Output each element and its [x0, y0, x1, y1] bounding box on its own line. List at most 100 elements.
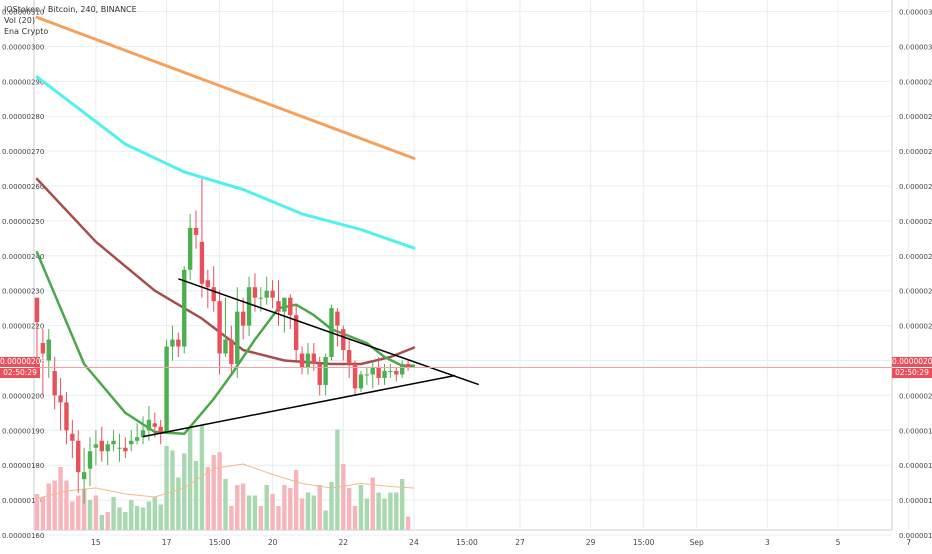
x-tick-label: 7	[906, 538, 911, 547]
candle-body	[46, 339, 51, 361]
candle-body	[164, 346, 169, 434]
y-tick-label-right: 0.00000220	[899, 323, 932, 331]
y-tick-label-right: 0.00000190	[899, 427, 932, 435]
y-tick-label-left: 0.00000250	[2, 218, 44, 226]
x-tick-label: 5	[836, 538, 841, 547]
volume-bar	[76, 495, 81, 530]
trendline-upper	[178, 278, 479, 386]
candle-body	[323, 357, 328, 385]
candle-body	[182, 269, 187, 347]
volume-bar	[264, 485, 269, 530]
candle-body	[117, 447, 122, 449]
candle-body	[76, 440, 81, 473]
volume-bar	[99, 515, 104, 530]
volume-bar	[317, 485, 322, 530]
y-tick-label-right: 0.00000200	[899, 392, 932, 400]
volume-bar	[64, 480, 69, 530]
volume-bar	[140, 507, 146, 530]
candle-body	[229, 339, 234, 364]
volume-bar	[370, 477, 375, 530]
y-tick-label-right: 0.00000160	[899, 532, 932, 540]
volume-bar	[123, 512, 128, 530]
candle-body	[99, 440, 104, 452]
volume-bar	[305, 492, 311, 530]
candle-body	[299, 353, 305, 368]
x-tick-label: 15:00	[456, 538, 478, 547]
right-price-tag: 0.00000208	[892, 357, 932, 367]
volume-bar	[46, 483, 51, 530]
y-tick-label-right: 0.00000280	[899, 113, 932, 121]
y-tick-label-right: 0.00000270	[899, 148, 932, 156]
ma-orange-line	[35, 15, 416, 160]
volume-bar	[34, 494, 40, 530]
candle-body	[223, 339, 228, 354]
x-tick-label: 15	[91, 538, 101, 547]
candle-body	[152, 423, 157, 427]
candle-body	[376, 367, 381, 378]
y-tick-label-left: 0.00000180	[2, 462, 44, 470]
y-tick-label-left: 0.00000230	[2, 288, 44, 296]
volume-bar	[211, 455, 216, 530]
candle-body	[170, 339, 175, 347]
y-tick-label-right: 0.00000290	[899, 78, 932, 86]
volume-legend[interactable]: Vol (20)	[4, 16, 35, 25]
candle-body	[341, 329, 346, 351]
y-tick-label-left: 0.00000220	[2, 323, 44, 331]
x-tick-label: 20	[268, 538, 278, 547]
ma-brown-line	[35, 177, 416, 366]
y-tick-label-left: 0.00000270	[2, 148, 44, 156]
volume-bar	[146, 501, 152, 530]
y-tick-label-left: 0.00000240	[2, 253, 44, 261]
y-tick-label-right: 0.00000260	[899, 183, 932, 191]
volume-bar	[40, 497, 46, 530]
volume-bar	[93, 495, 99, 530]
candle-body	[146, 419, 152, 431]
x-tick-label: 27	[515, 538, 525, 547]
candle-body	[64, 402, 69, 431]
x-tick-label: 15:00	[209, 538, 231, 547]
candle-body	[129, 440, 134, 445]
x-tick-label: 22	[339, 538, 349, 547]
ma-cyan-line	[35, 75, 416, 250]
chart-legend: IOStoken / Bitcoin, 240, BINANCE Vol (20…	[4, 4, 137, 37]
candle-body	[305, 353, 311, 368]
candle-body	[264, 290, 269, 298]
candle-body	[217, 301, 222, 354]
volume-bar	[87, 500, 93, 530]
symbol-title[interactable]: IOStoken / Bitcoin, 240, BINANCE	[4, 5, 137, 14]
candle-body	[276, 301, 281, 312]
volume-bar	[405, 516, 411, 530]
candle-body	[282, 297, 287, 312]
candle-body	[258, 297, 264, 299]
volume-bar	[288, 488, 293, 530]
y-tick-label-right: 0.00000250	[899, 218, 932, 226]
volume-bar	[282, 485, 287, 530]
candle-body	[246, 287, 252, 326]
candle-body	[358, 374, 364, 389]
y-tick-label-left: 0.00000200	[2, 392, 44, 400]
volume-bar	[158, 504, 163, 530]
y-tick-label-right: 0.00000180	[899, 462, 932, 470]
volume-bar	[388, 492, 393, 530]
y-tick-label-left: 0.00000310	[2, 9, 44, 17]
candle-body	[240, 311, 246, 326]
volume-bar	[217, 452, 222, 530]
candle-body	[346, 350, 352, 364]
y-tick-label-left: 0.00000260	[2, 183, 44, 191]
candle-body	[235, 311, 240, 364]
volume-bar	[352, 506, 358, 530]
volume-bar	[105, 512, 110, 530]
left-countdown-tag: 02:50:29	[0, 368, 40, 378]
x-tick-label: 3	[765, 538, 770, 547]
y-tick-label-left: 0.00000280	[2, 113, 44, 121]
candle-body	[293, 315, 299, 351]
y-tick-label-left: 0.00000300	[2, 43, 44, 51]
x-tick-label: 17	[162, 538, 172, 547]
right-countdown-tag: 02:50:29	[892, 368, 932, 378]
indicator-legend[interactable]: Ena Crypto	[4, 27, 49, 36]
volume-bar	[134, 506, 140, 530]
candle-body	[158, 426, 163, 434]
candle-body	[70, 433, 75, 441]
